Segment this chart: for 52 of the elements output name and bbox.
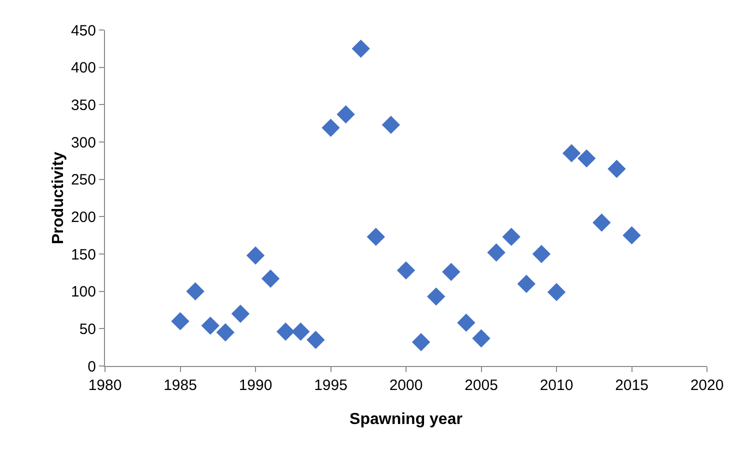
point [472,329,490,348]
point [231,304,250,323]
y-tick-label: 400 [70,60,96,77]
point [487,243,506,262]
point [608,160,626,178]
x-tick-label: 1985 [164,377,197,394]
point [201,316,220,335]
y-tick-label: 150 [70,246,96,264]
point [186,282,204,300]
point [427,287,446,306]
x-tick-label: 2020 [690,377,724,394]
point [216,323,234,342]
y-tick-label: 0 [88,358,96,376]
y-tick-label: 300 [70,134,96,152]
x-axis-title: Spawning year [350,411,462,428]
y-tick-label: 250 [70,172,96,189]
point [352,40,370,58]
y-axis-title: Productivity [50,152,67,244]
point [336,105,355,124]
x-tick-label: 2010 [540,377,574,394]
point [171,312,190,330]
point [547,282,566,302]
y-tick-label: 450 [70,22,96,40]
x-tick-label: 2005 [464,377,498,394]
point [276,322,295,341]
point [457,314,476,332]
point [592,214,611,232]
point [261,270,280,288]
point [366,228,385,246]
y-tick-label: 100 [70,284,96,301]
x-tick-label: 1990 [238,377,272,394]
point [306,330,325,349]
y-tick-label: 200 [70,208,96,226]
point [322,118,340,137]
y-tick-label: 350 [70,96,96,114]
point [246,246,265,265]
point [517,274,536,293]
point [396,261,416,280]
point [622,226,641,244]
point [578,149,596,168]
point [412,333,430,352]
point [382,116,400,134]
y-tick-label: 50 [79,320,96,338]
point [532,244,551,264]
point [502,228,520,246]
x-tick-label: 1995 [314,377,348,394]
x-tick-label: 2000 [389,377,423,394]
x-tick-label: 2015 [615,377,648,394]
point [562,144,581,162]
point [442,262,460,282]
point [292,322,310,341]
x-tick-label: 1980 [88,377,122,394]
